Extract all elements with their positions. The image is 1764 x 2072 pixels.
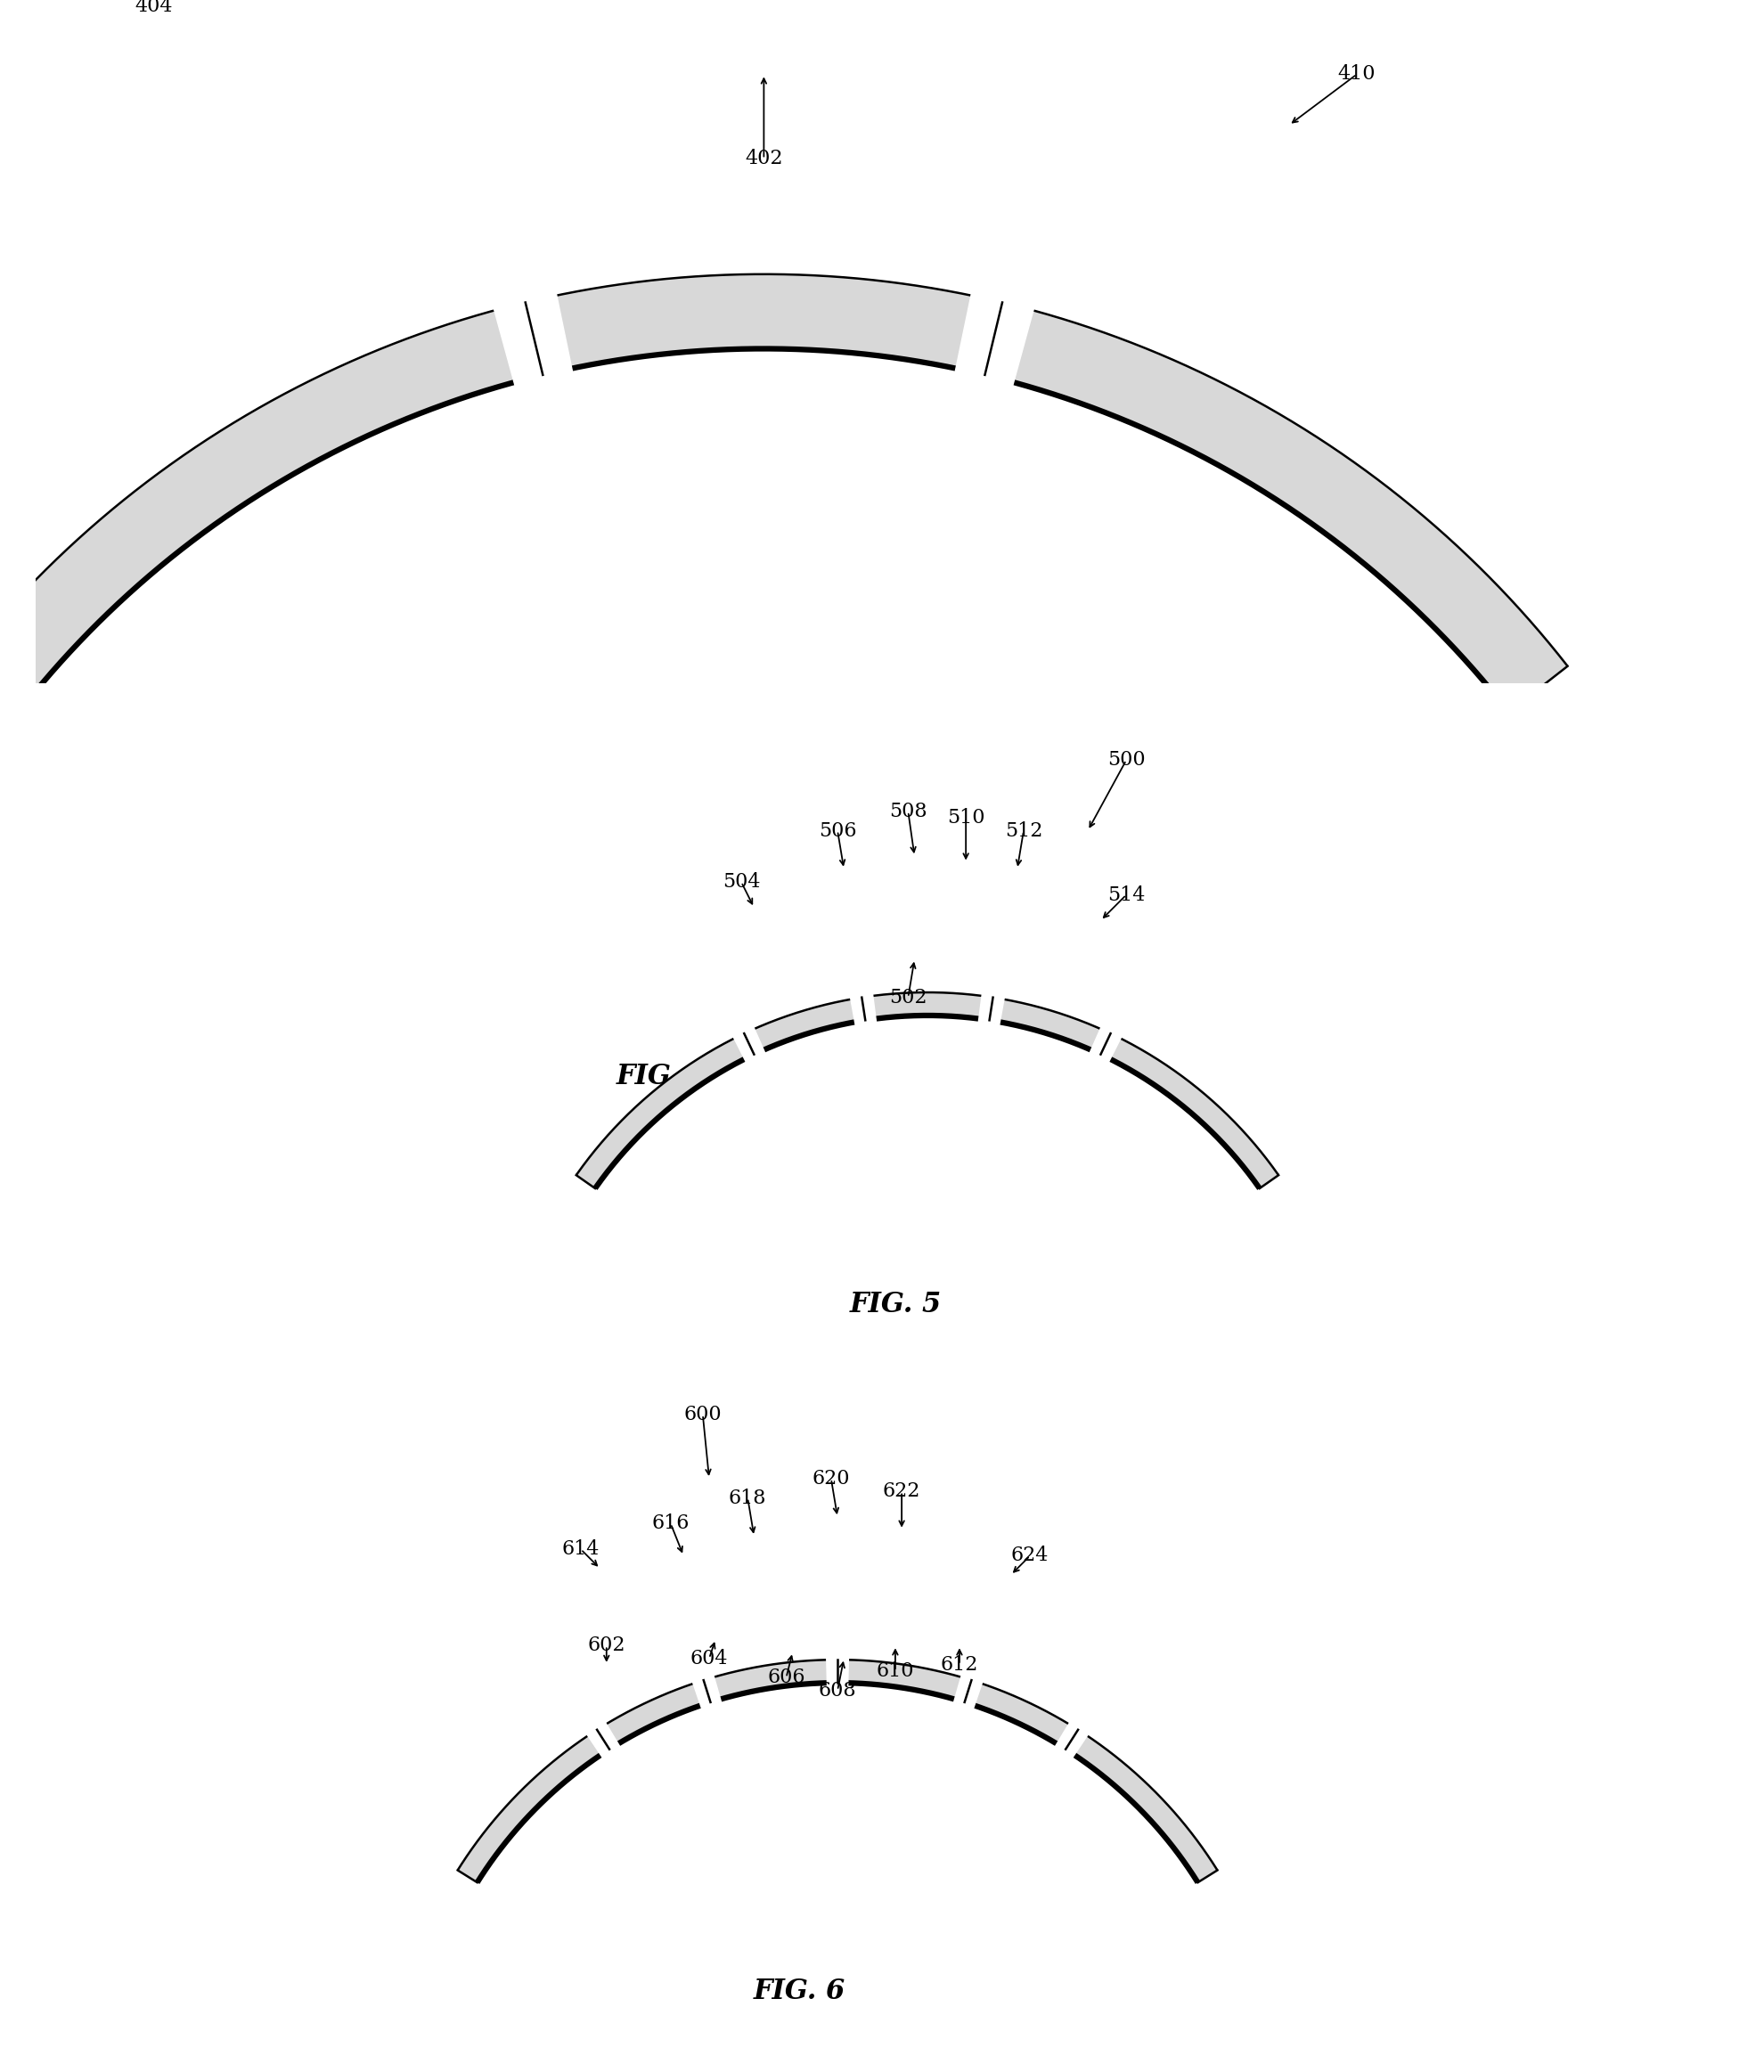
Text: 616: 616 xyxy=(651,1515,690,1533)
Polygon shape xyxy=(0,274,1566,713)
Polygon shape xyxy=(1088,1026,1122,1061)
Polygon shape xyxy=(457,1660,1217,1883)
Polygon shape xyxy=(575,992,1277,1189)
Text: 614: 614 xyxy=(561,1539,600,1558)
Text: 500: 500 xyxy=(1106,750,1145,771)
Text: 514: 514 xyxy=(1106,885,1145,905)
Text: FIG. 4: FIG. 4 xyxy=(616,1063,707,1090)
Text: 612: 612 xyxy=(940,1656,977,1674)
Text: FIG. 5: FIG. 5 xyxy=(848,1291,940,1318)
Text: 610: 610 xyxy=(877,1662,914,1680)
Polygon shape xyxy=(850,992,875,1026)
Polygon shape xyxy=(1055,1722,1088,1757)
Polygon shape xyxy=(954,288,1035,390)
Polygon shape xyxy=(691,1674,721,1709)
Text: 506: 506 xyxy=(818,821,856,841)
Text: 600: 600 xyxy=(683,1405,721,1423)
Text: 510: 510 xyxy=(947,808,984,827)
Text: 618: 618 xyxy=(729,1488,766,1508)
Text: 620: 620 xyxy=(811,1469,850,1488)
Text: 404: 404 xyxy=(134,0,173,17)
Text: 410: 410 xyxy=(1337,64,1376,85)
Polygon shape xyxy=(586,1722,619,1757)
Polygon shape xyxy=(492,288,573,390)
Text: 602: 602 xyxy=(587,1635,624,1656)
Text: FIG. 6: FIG. 6 xyxy=(753,1977,845,2006)
Text: 606: 606 xyxy=(767,1668,804,1687)
Polygon shape xyxy=(826,1656,848,1687)
Text: 504: 504 xyxy=(721,872,760,891)
Polygon shape xyxy=(732,1026,764,1061)
Text: 622: 622 xyxy=(882,1481,921,1502)
Text: 508: 508 xyxy=(889,802,926,821)
Polygon shape xyxy=(953,1674,983,1709)
Text: 624: 624 xyxy=(1011,1546,1048,1566)
Text: 512: 512 xyxy=(1004,821,1043,841)
Text: 502: 502 xyxy=(889,988,926,1007)
Text: 608: 608 xyxy=(818,1680,856,1701)
Text: 604: 604 xyxy=(690,1649,729,1668)
Polygon shape xyxy=(977,992,1004,1026)
Text: 402: 402 xyxy=(744,149,783,168)
